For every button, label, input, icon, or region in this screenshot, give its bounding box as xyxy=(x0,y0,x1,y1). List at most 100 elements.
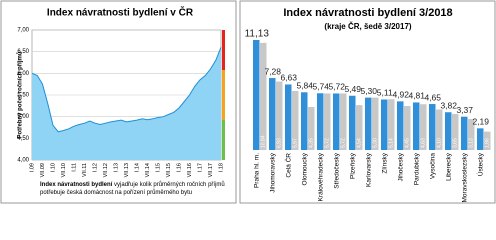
chart-title: Index návratnosti bydlení 3/2018 xyxy=(283,7,452,19)
x-tick-label: VII.14 xyxy=(145,163,151,177)
bar xyxy=(356,105,363,150)
x-tick-label: VII.12 xyxy=(103,163,109,177)
x-tick-label: VII.16 xyxy=(187,163,193,177)
x-tick-label: I.14 xyxy=(134,163,140,172)
y-axis-label: Potřebný počet ročních příjmů xyxy=(17,51,24,138)
value-label: 3,13 xyxy=(469,138,475,148)
value-label: 7,28 xyxy=(264,66,281,76)
value-label: 5,11 xyxy=(377,88,393,98)
value-label: 11,13 xyxy=(245,29,270,40)
x-tick-label: Celá ČR xyxy=(283,153,292,178)
bar xyxy=(413,102,420,150)
bar xyxy=(260,42,267,150)
x-tick-label: VII.17 xyxy=(208,163,214,177)
x-tick-label: Karlovarský xyxy=(365,152,372,187)
panel-border xyxy=(0,0,237,204)
x-tick-label: Praha hl. m. xyxy=(253,153,260,188)
bar xyxy=(420,104,427,150)
note-text: vyjadřuje kolik průměrných ročních příjm… xyxy=(40,182,225,196)
value-label: 4,54 xyxy=(357,138,363,148)
value-label: 4,65 xyxy=(424,92,441,102)
bar xyxy=(340,93,347,150)
bar xyxy=(292,90,299,150)
bar xyxy=(477,128,484,150)
value-label: 5,97 xyxy=(293,138,299,148)
y-tick-label: 6,00 xyxy=(17,71,29,77)
value-label: 4,10 xyxy=(437,138,443,148)
value-label: 5,30 xyxy=(360,86,377,96)
bar xyxy=(365,97,372,150)
area xyxy=(32,47,221,160)
bar xyxy=(388,99,395,150)
value-label: 3,82 xyxy=(440,100,457,110)
x-tick-label: I.09 xyxy=(29,163,35,172)
bar xyxy=(468,119,475,150)
value-label: 4,63 xyxy=(421,138,427,148)
value-label: 4,92 xyxy=(392,90,409,100)
x-tick-label: I.10 xyxy=(50,163,56,172)
value-label: 10,84 xyxy=(261,135,267,148)
x-tick-label: VII.10 xyxy=(61,163,67,177)
bar xyxy=(269,78,276,150)
chart-title: Index návratnosti bydlení v ČR xyxy=(47,6,194,19)
x-tick-label: Jihočeský xyxy=(397,152,404,181)
x-tick-label: VII.13 xyxy=(124,163,130,177)
page: Index návratnosti bydlení v ČR Potřebný … xyxy=(0,0,496,204)
x-tick-label: Královéhradecký xyxy=(317,152,324,201)
value-label: 5,72 xyxy=(341,138,347,148)
bar xyxy=(324,93,331,150)
x-tick-label: Pardubický xyxy=(413,152,420,185)
line xyxy=(31,47,222,133)
y-tick-label: 5,50 xyxy=(17,93,29,99)
x-tick-label: Plzeňský xyxy=(349,152,356,179)
x-tick-label: I.16 xyxy=(176,163,182,172)
value-label: 6,93 xyxy=(277,138,283,148)
value-label: 4,35 xyxy=(309,138,315,148)
value-label: 5,74 xyxy=(312,82,329,92)
x-tick-label: I.17 xyxy=(197,163,203,172)
status-strip xyxy=(222,120,225,160)
x-tick-label: Vysočina xyxy=(429,153,436,180)
y-tick-label: 7,00 xyxy=(17,28,29,34)
bar xyxy=(308,107,315,150)
y-tick-label: 4,00 xyxy=(17,158,29,164)
bar xyxy=(461,116,468,150)
x-tick-label: I.11 xyxy=(71,163,77,172)
bar xyxy=(349,95,356,150)
x-tick-label: VII.11 xyxy=(82,163,88,177)
value-label: 5,14 xyxy=(389,138,395,148)
value-label: 4,45 xyxy=(405,138,411,148)
value-label: 3,37 xyxy=(456,105,473,115)
value-label: 5,72 xyxy=(328,82,345,92)
chart: Index návratnosti bydlení v ČR Potřebný … xyxy=(0,0,496,204)
note-bold: Index návratnosti bydlení xyxy=(40,182,113,188)
bar xyxy=(452,113,459,150)
x-tick-label: I.18 xyxy=(218,163,224,172)
x-tick-label: Zlínský xyxy=(381,152,388,173)
y-tick-label: 5,00 xyxy=(17,114,29,120)
bar xyxy=(317,93,324,150)
x-tick-label: VII.09 xyxy=(40,163,46,177)
value-label: 6,63 xyxy=(280,73,297,83)
x-tick-label: Olomoucký xyxy=(301,152,308,185)
bar xyxy=(333,93,340,150)
x-tick-label: I.13 xyxy=(113,163,119,172)
bar xyxy=(301,92,308,150)
bar xyxy=(381,99,388,150)
footnote: Index návratnosti bydlení vyjadřuje koli… xyxy=(40,181,230,197)
bar xyxy=(429,104,436,150)
y-tick-label: 6,50 xyxy=(17,49,29,55)
bar xyxy=(253,40,260,150)
chart-subtitle: (kraje ČR, šedě 3/2017) xyxy=(324,22,411,31)
bar xyxy=(397,101,404,150)
value-label: 2,19 xyxy=(472,117,489,127)
bar xyxy=(445,112,452,150)
status-strip xyxy=(222,70,225,120)
x-tick-label: I.15 xyxy=(155,163,161,172)
x-tick-label: I.12 xyxy=(92,163,98,172)
x-tick-label: VII.15 xyxy=(166,163,172,177)
value-label: 5,49 xyxy=(344,84,361,94)
value-label: 5,72 xyxy=(325,138,331,148)
value-label: 3,65 xyxy=(453,138,459,148)
value-label: 1,86 xyxy=(485,138,491,148)
